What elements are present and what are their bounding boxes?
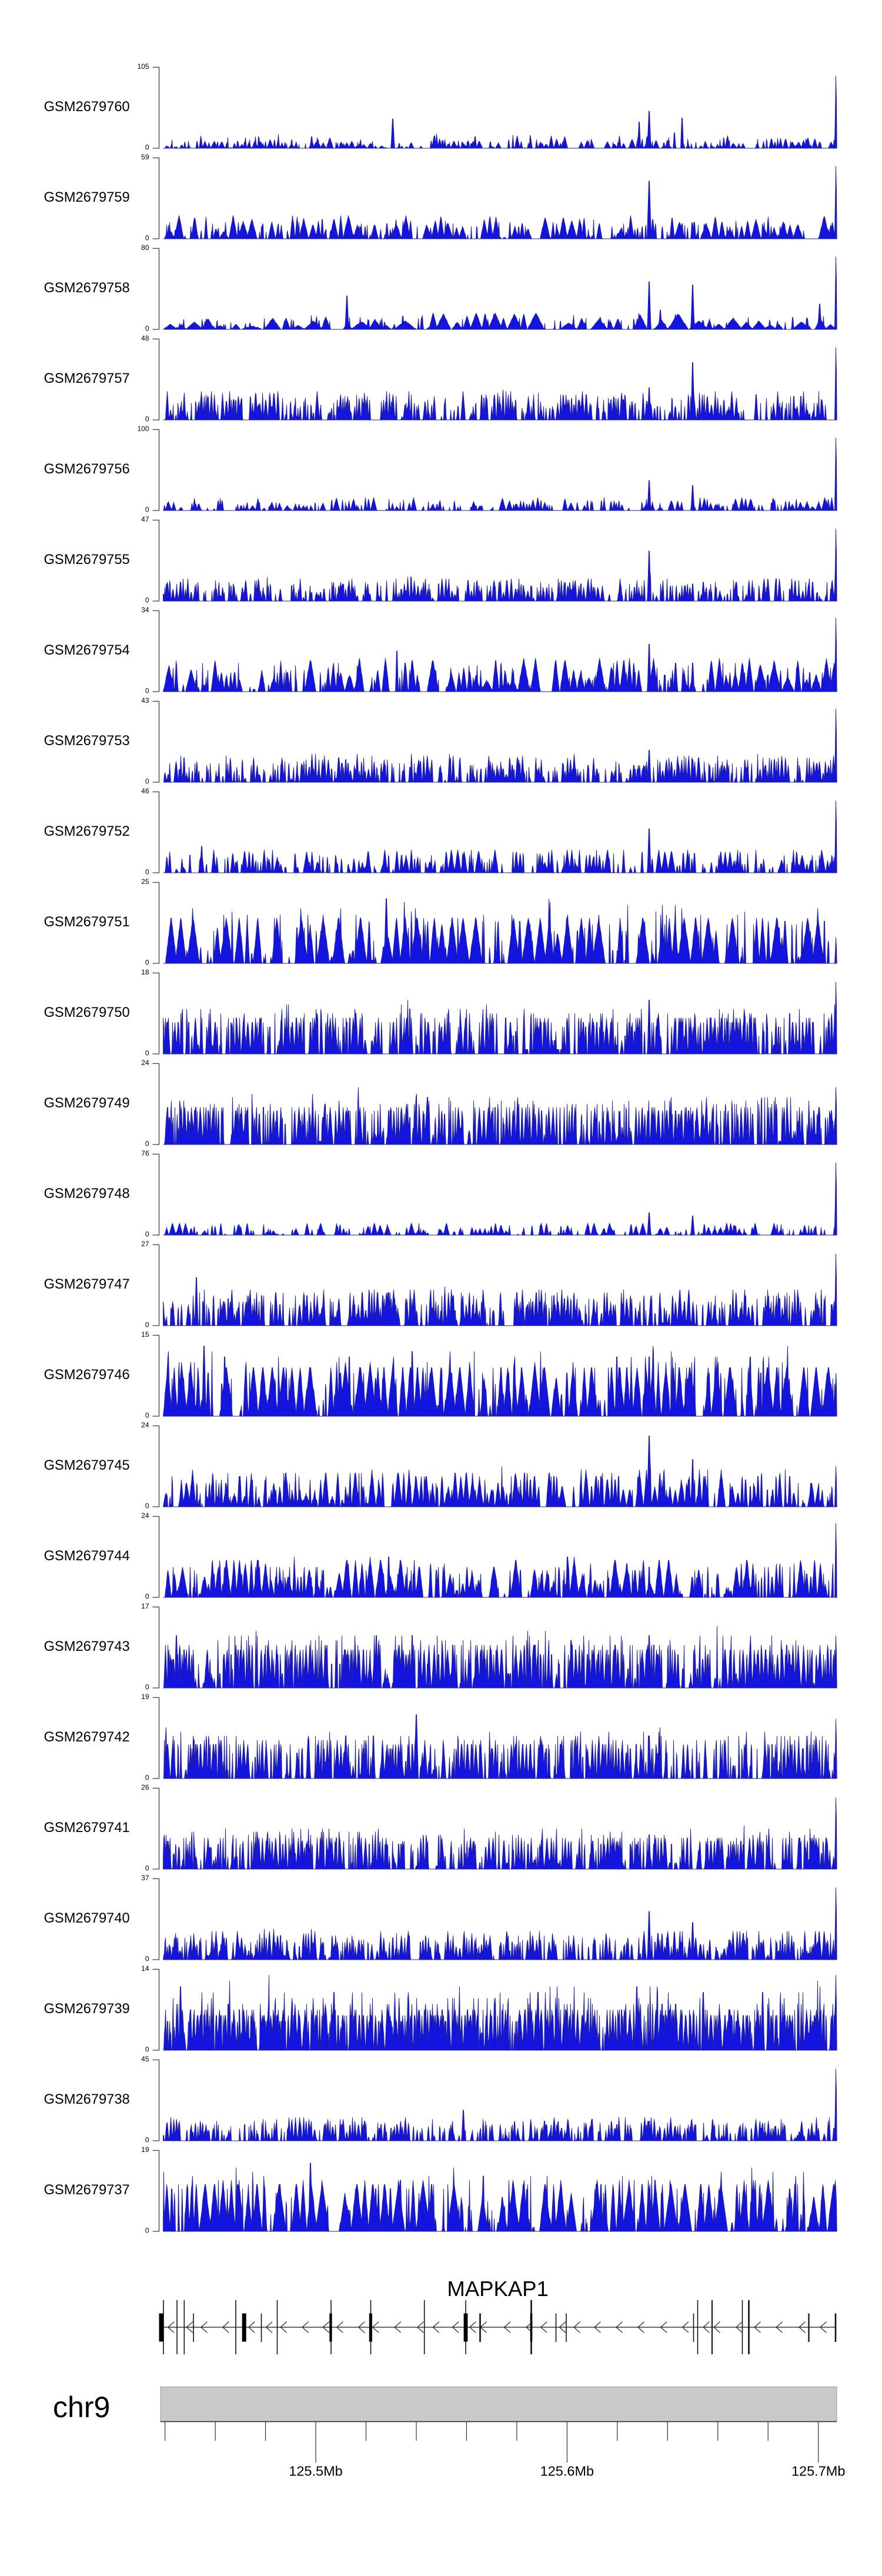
svg-text:48: 48: [141, 334, 149, 342]
svg-text:18: 18: [141, 968, 149, 976]
svg-text:0: 0: [145, 1230, 149, 1239]
svg-text:0: 0: [145, 234, 149, 242]
svg-text:GSM2679743: GSM2679743: [44, 1639, 130, 1654]
svg-text:0: 0: [145, 959, 149, 967]
svg-text:19: 19: [141, 2145, 149, 2154]
svg-text:0: 0: [145, 1774, 149, 1782]
svg-text:0: 0: [145, 1955, 149, 1963]
svg-text:47: 47: [141, 515, 149, 523]
svg-text:59: 59: [141, 153, 149, 161]
svg-text:0: 0: [145, 868, 149, 876]
svg-text:76: 76: [141, 1149, 149, 1157]
svg-text:0: 0: [145, 1140, 149, 1148]
svg-text:GSM2679737: GSM2679737: [44, 2183, 130, 2198]
svg-text:GSM2679751: GSM2679751: [44, 915, 130, 930]
svg-text:GSM2679760: GSM2679760: [44, 99, 130, 115]
svg-text:0: 0: [145, 506, 149, 514]
svg-text:GSM2679752: GSM2679752: [44, 824, 130, 839]
svg-text:100: 100: [137, 425, 149, 433]
svg-text:GSM2679744: GSM2679744: [44, 1549, 130, 1564]
svg-text:0: 0: [145, 1321, 149, 1329]
svg-text:0: 0: [145, 1502, 149, 1510]
svg-text:24: 24: [141, 1511, 149, 1520]
svg-text:GSM2679759: GSM2679759: [44, 190, 130, 205]
svg-text:0: 0: [145, 596, 149, 605]
svg-text:GSM2679748: GSM2679748: [44, 1186, 130, 1202]
svg-text:27: 27: [141, 1240, 149, 1248]
svg-text:15: 15: [141, 1330, 149, 1339]
svg-text:125.5Mb: 125.5Mb: [289, 2464, 342, 2479]
svg-text:0: 0: [145, 1412, 149, 1420]
svg-text:GSM2679753: GSM2679753: [44, 733, 130, 749]
svg-text:17: 17: [141, 1602, 149, 1610]
svg-text:105: 105: [137, 62, 149, 71]
svg-text:GSM2679757: GSM2679757: [44, 371, 130, 386]
svg-text:GSM2679742: GSM2679742: [44, 1730, 130, 1745]
svg-text:0: 0: [145, 1683, 149, 1691]
svg-text:34: 34: [141, 606, 149, 614]
svg-text:GSM2679756: GSM2679756: [44, 462, 130, 477]
svg-text:0: 0: [145, 2227, 149, 2235]
svg-text:GSM2679750: GSM2679750: [44, 1005, 130, 1020]
svg-text:25: 25: [141, 877, 149, 886]
svg-text:0: 0: [145, 1864, 149, 1873]
svg-text:GSM2679738: GSM2679738: [44, 2092, 130, 2107]
svg-text:GSM2679755: GSM2679755: [44, 552, 130, 568]
svg-text:GSM2679746: GSM2679746: [44, 1367, 130, 1383]
svg-text:45: 45: [141, 2055, 149, 2063]
svg-text:GSM2679745: GSM2679745: [44, 1458, 130, 1473]
svg-text:125.6Mb: 125.6Mb: [540, 2464, 594, 2479]
svg-text:0: 0: [145, 1049, 149, 1057]
svg-text:24: 24: [141, 1059, 149, 1067]
svg-text:0: 0: [145, 325, 149, 333]
svg-text:46: 46: [141, 787, 149, 795]
svg-text:0: 0: [145, 778, 149, 786]
svg-text:chr9: chr9: [53, 2391, 110, 2424]
svg-text:0: 0: [145, 1593, 149, 1601]
svg-text:19: 19: [141, 1693, 149, 1701]
svg-text:26: 26: [141, 1783, 149, 1791]
svg-text:43: 43: [141, 696, 149, 705]
svg-text:125.7Mb: 125.7Mb: [791, 2464, 845, 2479]
svg-text:14: 14: [141, 1964, 149, 1973]
svg-text:0: 0: [145, 415, 149, 423]
svg-text:MAPKAP1: MAPKAP1: [447, 2277, 548, 2301]
svg-text:GSM2679747: GSM2679747: [44, 1277, 130, 1292]
svg-text:GSM2679758: GSM2679758: [44, 281, 130, 296]
svg-text:0: 0: [145, 2046, 149, 2054]
svg-text:24: 24: [141, 1421, 149, 1429]
svg-text:0: 0: [145, 144, 149, 152]
svg-text:0: 0: [145, 687, 149, 695]
svg-text:37: 37: [141, 1874, 149, 1882]
svg-text:GSM2679741: GSM2679741: [44, 1820, 130, 1836]
svg-text:GSM2679739: GSM2679739: [44, 2001, 130, 2017]
svg-text:0: 0: [145, 2136, 149, 2144]
svg-text:GSM2679740: GSM2679740: [44, 1911, 130, 1926]
svg-text:80: 80: [141, 243, 149, 252]
svg-text:GSM2679749: GSM2679749: [44, 1096, 130, 1111]
svg-text:GSM2679754: GSM2679754: [44, 643, 130, 658]
